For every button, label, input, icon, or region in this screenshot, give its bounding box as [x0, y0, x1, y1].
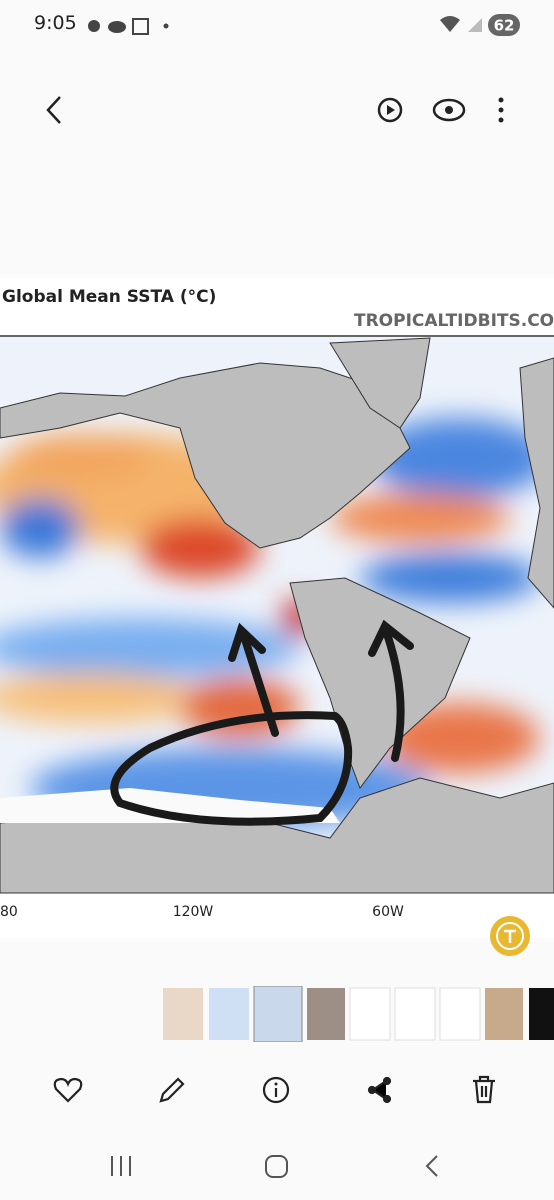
- thumbnail-strip: [163, 986, 554, 1042]
- axis-label: 60W: [372, 904, 404, 920]
- thumbnail[interactable]: [485, 988, 523, 1040]
- info-button[interactable]: [262, 1076, 290, 1104]
- clock: 9:05: [34, 12, 77, 34]
- more-button[interactable]: [498, 97, 504, 123]
- share-button[interactable]: [367, 1076, 392, 1104]
- system-icons: 62: [440, 14, 520, 36]
- edit-button[interactable]: [159, 1077, 185, 1103]
- remaster-button[interactable]: [377, 97, 403, 123]
- thumbnail[interactable]: [307, 988, 345, 1040]
- thumbnail[interactable]: [439, 987, 481, 1041]
- home-button[interactable]: [265, 1155, 288, 1178]
- axis-label: 120W: [173, 904, 214, 920]
- drawn-annotation: [110, 619, 414, 826]
- thumbnail[interactable]: [394, 987, 436, 1041]
- battery-level: 62: [494, 17, 515, 35]
- thumbnail-current[interactable]: [253, 986, 303, 1042]
- bottom-actions: [53, 1075, 495, 1104]
- axis-label: 80: [0, 904, 18, 920]
- map-title: Global Mean SSTA (°C): [2, 287, 216, 307]
- navigation-bar: [111, 1155, 438, 1178]
- favorite-button[interactable]: [53, 1077, 83, 1103]
- view-button[interactable]: [432, 98, 466, 122]
- recents-button[interactable]: [111, 1156, 131, 1176]
- thumbnail[interactable]: [529, 988, 554, 1040]
- thumbnail[interactable]: [163, 988, 203, 1040]
- photo[interactable]: Global Mean SSTA (°C) TROPICALTIDBITS.CO…: [0, 278, 554, 938]
- text-extract-button[interactable]: [488, 914, 532, 958]
- top-toolbar: [46, 96, 504, 124]
- status-icons: [88, 18, 169, 35]
- thumbnail[interactable]: [349, 987, 391, 1041]
- thumbnail[interactable]: [209, 988, 249, 1040]
- back-button[interactable]: [46, 96, 61, 124]
- watermark: TROPICALTIDBITS.CO: [354, 311, 554, 331]
- back-nav-button[interactable]: [425, 1155, 438, 1177]
- delete-button[interactable]: [473, 1075, 495, 1104]
- land: [0, 337, 554, 894]
